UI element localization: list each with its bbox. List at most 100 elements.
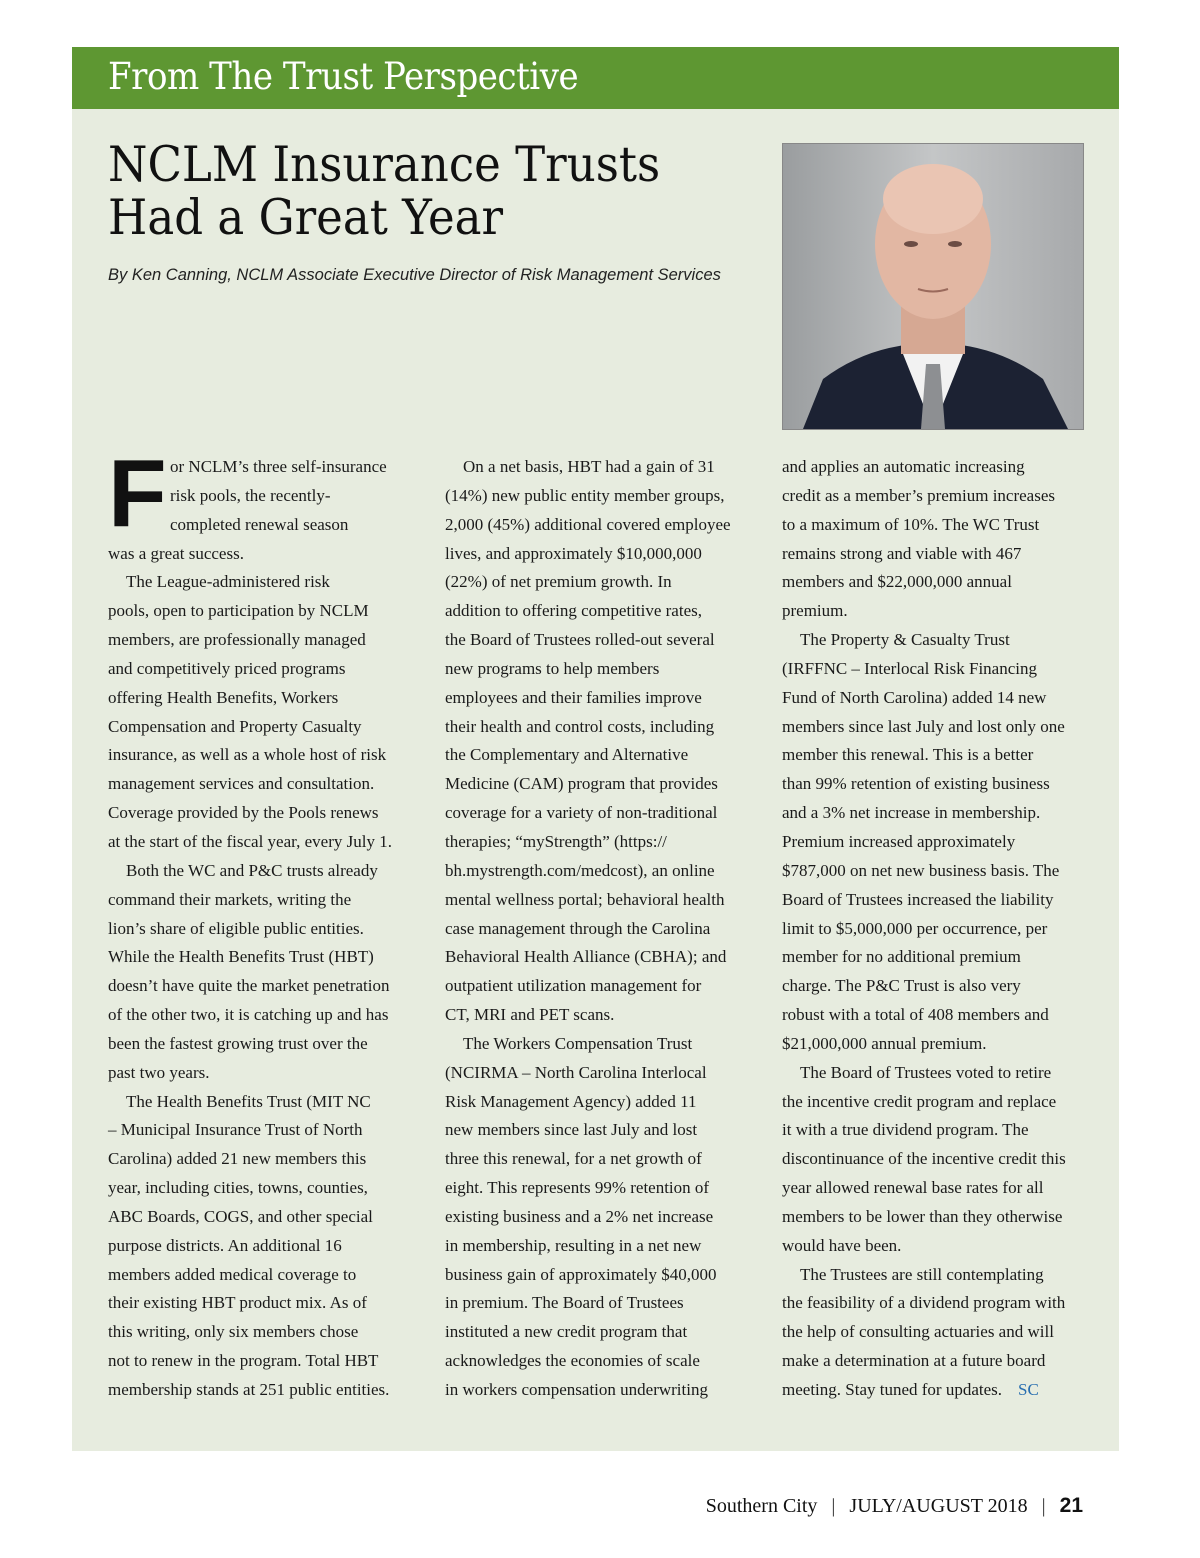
article-title: NCLM Insurance Trusts Had a Great Year — [108, 138, 660, 244]
text-line: completed renewal season — [108, 511, 428, 540]
text-line: (NCIRMA – North Carolina Interlocal — [445, 1059, 765, 1088]
article-column-1: or NCLM’s three self-insurance risk pools… — [108, 453, 428, 1405]
text-line: acknowledges the economies of scale — [445, 1347, 765, 1376]
line-text: Premium increased approximately — [782, 831, 1016, 851]
line-text: The Board of Trustees voted to retire — [800, 1062, 1052, 1082]
line-text: their existing HBT product mix. As of — [108, 1293, 367, 1313]
article-column-2: On a net basis, HBT had a gain of 31 (14%… — [445, 453, 765, 1405]
line-text: credit as a member’s premium increases — [782, 485, 1055, 505]
end-mark: SC — [1018, 1380, 1039, 1399]
line-text: year, including cities, towns, counties, — [108, 1178, 368, 1198]
text-line: at the start of the fiscal year, every J… — [108, 828, 428, 857]
line-text: three this renewal, for a net growth of — [445, 1149, 702, 1169]
text-line: make a determination at a future board — [782, 1347, 1102, 1376]
text-line: Both the WC and P&C trusts already — [108, 857, 428, 886]
text-line: management services and consultation. — [108, 770, 428, 799]
line-text: the Board of Trustees rolled-out several — [445, 630, 715, 650]
text-line: pools, open to participation by NCLM — [108, 597, 428, 626]
footer-separator: | — [831, 1495, 836, 1517]
text-line: business gain of approximately $40,000 — [445, 1261, 765, 1290]
line-text: (14%) new public entity member groups, — [445, 485, 725, 505]
text-line: members and $22,000,000 annual — [782, 568, 1102, 597]
line-text: limit to $5,000,000 per occurrence, per — [782, 918, 1048, 938]
title-line: Had a Great Year — [108, 189, 504, 246]
line-text: doesn’t have quite the market penetratio… — [108, 976, 390, 996]
text-line: robust with a total of 408 members and — [782, 1001, 1102, 1030]
text-line: or NCLM’s three self-insurance — [108, 453, 428, 482]
text-line: Risk Management Agency) added 11 — [445, 1088, 765, 1117]
page-footer: Southern City | JULY/AUGUST 2018 | 21 — [706, 1494, 1083, 1518]
line-text: member for no additional premium — [782, 947, 1021, 967]
text-line: $21,000,000 annual premium. — [782, 1030, 1102, 1059]
text-line: members to be lower than they otherwise — [782, 1203, 1102, 1232]
text-line: meeting. Stay tuned for updates. SC — [782, 1376, 1102, 1405]
line-text: it with a true dividend program. The — [782, 1120, 1029, 1140]
line-text: outpatient utilization management for — [445, 976, 702, 996]
line-text: and competitively priced programs — [108, 658, 346, 678]
text-line: The League-administered risk — [108, 568, 428, 597]
line-text: The League-administered risk — [126, 572, 330, 592]
line-text: this writing, only six members chose — [108, 1322, 359, 1342]
text-line: and applies an automatic increasing — [782, 453, 1102, 482]
line-text: $21,000,000 annual premium. — [782, 1033, 987, 1053]
line-text: purpose districts. An additional 16 — [108, 1235, 342, 1255]
line-text: While the Health Benefits Trust (HBT) — [108, 947, 374, 967]
article-column-3: and applies an automatic increasing credi… — [782, 453, 1102, 1405]
line-text: new members since last July and lost — [445, 1120, 698, 1140]
line-text: than 99% retention of existing business — [782, 774, 1050, 794]
text-line: employees and their families improve — [445, 684, 765, 713]
text-line: premium. — [782, 597, 1102, 626]
line-text: mental wellness portal; behavioral healt… — [445, 889, 725, 909]
text-line: command their markets, writing the — [108, 886, 428, 915]
text-line: CT, MRI and PET scans. — [445, 1001, 765, 1030]
line-text: Board of Trustees increased the liabilit… — [782, 889, 1054, 909]
text-line: bh.mystrength.com/medcost), an online — [445, 857, 765, 886]
line-text: members since last July and lost only on… — [782, 716, 1065, 736]
text-line: The Board of Trustees voted to retire — [782, 1059, 1102, 1088]
line-text: Both the WC and P&C trusts already — [126, 860, 378, 880]
text-line: charge. The P&C Trust is also very — [782, 972, 1102, 1001]
line-text: of the other two, it is catching up and … — [108, 1005, 389, 1025]
line-text: bh.mystrength.com/medcost), an online — [445, 860, 715, 880]
text-line: of the other two, it is catching up and … — [108, 1001, 428, 1030]
section-title: From The Trust Perspective — [108, 55, 579, 98]
line-text: Fund of North Carolina) added 14 new — [782, 687, 1047, 707]
text-line: in workers compensation underwriting — [445, 1376, 765, 1405]
text-line: the feasibility of a dividend program wi… — [782, 1289, 1102, 1318]
text-line: lives, and approximately $10,000,000 — [445, 540, 765, 569]
line-text: instituted a new credit program that — [445, 1322, 688, 1342]
line-text: and a 3% net increase in membership. — [782, 803, 1041, 823]
line-text: pools, open to participation by NCLM — [108, 601, 369, 621]
publication-name: Southern City — [705, 1495, 818, 1517]
line-text: past two years. — [108, 1062, 210, 1082]
footer-separator: | — [1041, 1495, 1046, 1517]
line-text: The Property & Casualty Trust — [800, 630, 1010, 650]
text-line: year, including cities, towns, counties, — [108, 1174, 428, 1203]
text-line: it with a true dividend program. The — [782, 1116, 1102, 1145]
text-line: year allowed renewal base rates for all — [782, 1174, 1102, 1203]
line-text: $787,000 on net new business basis. The — [782, 860, 1060, 880]
line-text: (NCIRMA – North Carolina Interlocal — [445, 1062, 707, 1082]
text-line: coverage for a variety of non-traditiona… — [445, 799, 765, 828]
text-line: (IRFFNC – Interlocal Risk Financing — [782, 655, 1102, 684]
text-line: members since last July and lost only on… — [782, 713, 1102, 742]
line-text: case management through the Carolina — [445, 918, 711, 938]
line-text: management services and consultation. — [108, 774, 375, 794]
line-text: ABC Boards, COGS, and other special — [108, 1206, 373, 1226]
text-line: lion’s share of eligible public entities… — [108, 915, 428, 944]
line-text: the help of consulting actuaries and wil… — [782, 1322, 1054, 1342]
line-text: to a maximum of 10%. The WC Trust — [782, 514, 1040, 534]
text-line: their health and control costs, includin… — [445, 713, 765, 742]
line-text: members to be lower than they otherwise — [782, 1206, 1063, 1226]
text-line: discontinuance of the incentive credit t… — [782, 1145, 1102, 1174]
line-text: CT, MRI and PET scans. — [445, 1005, 615, 1025]
text-line: 2,000 (45%) additional covered employee — [445, 511, 765, 540]
line-text: in premium. The Board of Trustees — [445, 1293, 684, 1313]
text-line: new programs to help members — [445, 655, 765, 684]
text-line: The Trustees are still contemplating — [782, 1261, 1102, 1290]
text-line: purpose districts. An additional 16 — [108, 1232, 428, 1261]
text-line: three this renewal, for a net growth of — [445, 1145, 765, 1174]
line-text: The Health Benefits Trust (MIT NC — [126, 1091, 371, 1111]
text-line: eight. This represents 99% retention of — [445, 1174, 765, 1203]
line-text: the incentive credit program and replace — [782, 1091, 1057, 1111]
